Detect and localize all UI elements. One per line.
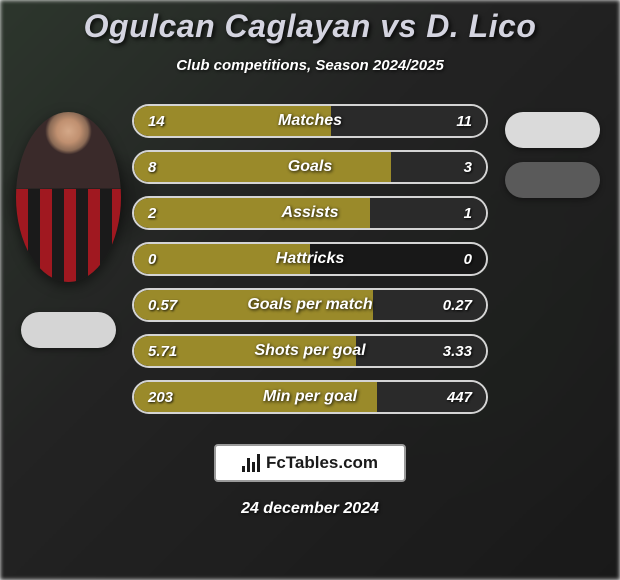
team-badge-left <box>21 312 116 348</box>
stat-label: Shots per goal <box>254 342 365 360</box>
stat-value-left: 2 <box>148 205 156 222</box>
date-text: 24 december 2024 <box>0 500 620 518</box>
stat-value-left: 203 <box>148 389 173 406</box>
footer: FcTables.com 24 december 2024 <box>0 444 620 518</box>
bar-row: 0.57 Goals per match 0.27 <box>134 290 486 320</box>
stat-value-left: 14 <box>148 113 165 130</box>
stat-label: Hattricks <box>276 250 344 268</box>
stat-value-left: 5.71 <box>148 343 177 360</box>
stat-value-left: 0 <box>148 251 156 268</box>
bar-row: 0 Hattricks 0 <box>134 244 486 274</box>
team-badge-right-2 <box>505 162 600 198</box>
stat-label: Assists <box>282 204 339 222</box>
stat-bar: 203 Min per goal 447 <box>132 380 488 414</box>
bar-row: 8 Goals 3 <box>134 152 486 182</box>
player-left-column <box>8 104 128 348</box>
stat-value-right: 3.33 <box>443 343 472 360</box>
stat-value-right: 447 <box>447 389 472 406</box>
stat-bar: 0 Hattricks 0 <box>132 242 488 276</box>
logo-text: FcTables.com <box>266 453 378 473</box>
stat-value-left: 8 <box>148 159 156 176</box>
stat-label: Goals per match <box>247 296 372 314</box>
stat-bar: 0.57 Goals per match 0.27 <box>132 288 488 322</box>
avatar-image <box>16 112 121 282</box>
stat-bar: 8 Goals 3 <box>132 150 488 184</box>
fctables-logo[interactable]: FcTables.com <box>214 444 406 482</box>
stat-value-right: 0 <box>464 251 472 268</box>
bar-row: 203 Min per goal 447 <box>134 382 486 412</box>
player-left-avatar <box>16 112 121 282</box>
chart-icon <box>242 454 260 472</box>
stat-bar: 14 Matches 11 <box>132 104 488 138</box>
main-row: 14 Matches 11 8 Goals 3 2 Assists 1 0 Hattricks 0 0.… <box>0 104 620 426</box>
stat-label: Goals <box>288 158 332 176</box>
stat-value-left: 0.57 <box>148 297 177 314</box>
bar-row: 2 Assists 1 <box>134 198 486 228</box>
stat-value-right: 0.27 <box>443 297 472 314</box>
stats-column: 14 Matches 11 8 Goals 3 2 Assists 1 0 Hattricks 0 0.… <box>128 104 492 426</box>
bar-row: 14 Matches 11 <box>134 106 486 136</box>
stat-bar: 5.71 Shots per goal 3.33 <box>132 334 488 368</box>
player-right-column <box>492 104 612 198</box>
page-subtitle: Club competitions, Season 2024/2025 <box>0 57 620 74</box>
page-title: Ogulcan Caglayan vs D. Lico <box>0 8 620 45</box>
stat-label: Min per goal <box>263 388 357 406</box>
stat-value-right: 3 <box>464 159 472 176</box>
stat-bar: 2 Assists 1 <box>132 196 488 230</box>
bar-row: 5.71 Shots per goal 3.33 <box>134 336 486 366</box>
team-badge-right-1 <box>505 112 600 148</box>
content-wrapper: Ogulcan Caglayan vs D. Lico Club competi… <box>0 0 620 580</box>
stat-label: Matches <box>278 112 342 130</box>
stat-value-right: 1 <box>464 205 472 222</box>
stat-value-right: 11 <box>456 113 472 130</box>
